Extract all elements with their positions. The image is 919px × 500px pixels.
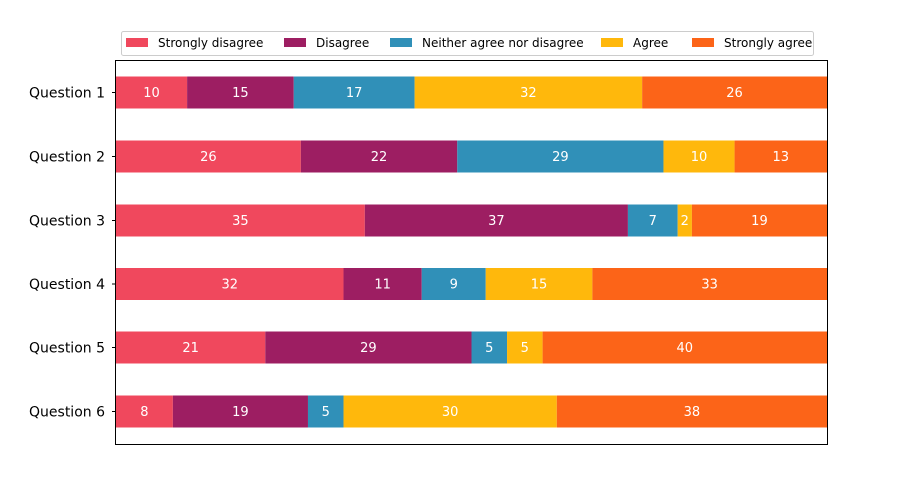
legend-box	[121, 31, 814, 56]
bar-segment	[116, 140, 301, 173]
bar-segment	[691, 204, 827, 237]
bar-segment	[307, 395, 344, 428]
data-label: 10	[691, 150, 708, 165]
legend-label: Strongly disagree	[158, 36, 263, 50]
bar-segment	[507, 331, 543, 364]
data-label: 32	[520, 86, 537, 101]
legend-swatch	[390, 38, 412, 47]
bar-segment	[343, 395, 557, 428]
legend-swatch	[284, 38, 306, 47]
data-label: 29	[552, 150, 569, 165]
legend-label: Agree	[633, 36, 668, 50]
plot-area: 10 15 17 32 26 26 22 29 10 13 35 37 7 2 19 32 11 9 15 33 21 2…	[116, 76, 827, 428]
data-label: 33	[701, 278, 718, 293]
bar-segment	[116, 204, 365, 237]
bar-segment	[116, 395, 173, 428]
data-label: 15	[232, 86, 249, 101]
legend-label: Strongly agree	[724, 36, 812, 50]
data-label: 29	[360, 341, 377, 356]
legend-label: Neither agree nor disagree	[422, 36, 584, 50]
bar-segment	[414, 76, 643, 109]
bar-segment	[485, 268, 593, 300]
data-label: 5	[322, 405, 330, 420]
bar-segment	[457, 140, 664, 173]
bar-segment	[300, 140, 458, 173]
bar-segment	[421, 268, 486, 300]
legend-label: Disagree	[316, 36, 369, 50]
data-label: 38	[684, 405, 701, 420]
data-label: 17	[346, 86, 363, 101]
data-label: 7	[649, 214, 657, 229]
bar-segment	[187, 76, 294, 109]
bar-segment	[364, 204, 628, 237]
bar-segment	[542, 331, 827, 364]
bar-segment	[592, 268, 827, 300]
data-label: 2	[681, 214, 689, 229]
y-tick-label: Question 2	[29, 150, 105, 166]
legend-swatch	[126, 38, 148, 47]
data-label: 22	[371, 150, 388, 165]
data-label: 19	[751, 214, 768, 229]
plot-frame	[115, 60, 828, 445]
data-label: 10	[143, 86, 160, 101]
data-label: 26	[200, 150, 217, 165]
y-tick-label: Question 4	[29, 277, 105, 293]
y-axis: Question 1 Question 2 Question 3 Question 4…	[29, 86, 116, 421]
data-label: 11	[374, 278, 391, 293]
bar-segment	[116, 331, 266, 364]
bar-segment	[627, 204, 678, 237]
data-label: 37	[488, 214, 505, 229]
bar-segment	[663, 140, 735, 173]
y-tick-label: Question 3	[29, 214, 105, 230]
bar-segment	[677, 204, 692, 237]
data-label: 35	[232, 214, 249, 229]
data-label: 30	[442, 405, 459, 420]
bar-segment	[343, 268, 422, 300]
data-label: 26	[726, 86, 743, 101]
legend-swatch	[601, 38, 623, 47]
data-label: 19	[232, 405, 249, 420]
data-label: 32	[221, 278, 238, 293]
data-label: 40	[677, 341, 694, 356]
bar-segment	[471, 331, 508, 364]
bar-segment	[556, 395, 827, 428]
data-label: 13	[773, 150, 790, 165]
y-tick-label: Question 1	[29, 86, 105, 102]
y-tick-label: Question 6	[29, 405, 105, 421]
data-label: 5	[521, 341, 529, 356]
bar-segment	[293, 76, 415, 109]
data-label: 5	[485, 341, 493, 356]
data-label: 21	[182, 341, 199, 356]
bar-segment	[116, 268, 344, 300]
legend: Strongly disagree Disagree Neither agree n…	[121, 31, 814, 56]
data-label: 9	[450, 278, 458, 293]
bar-segment	[116, 76, 188, 109]
bar-segment	[172, 395, 308, 428]
data-label: 15	[531, 278, 548, 293]
bar-segment	[734, 140, 827, 173]
bar-segment	[642, 76, 827, 109]
bar-segment	[265, 331, 472, 364]
data-label: 8	[140, 405, 148, 420]
y-tick-label: Question 5	[29, 341, 105, 357]
legend-swatch	[692, 38, 714, 47]
